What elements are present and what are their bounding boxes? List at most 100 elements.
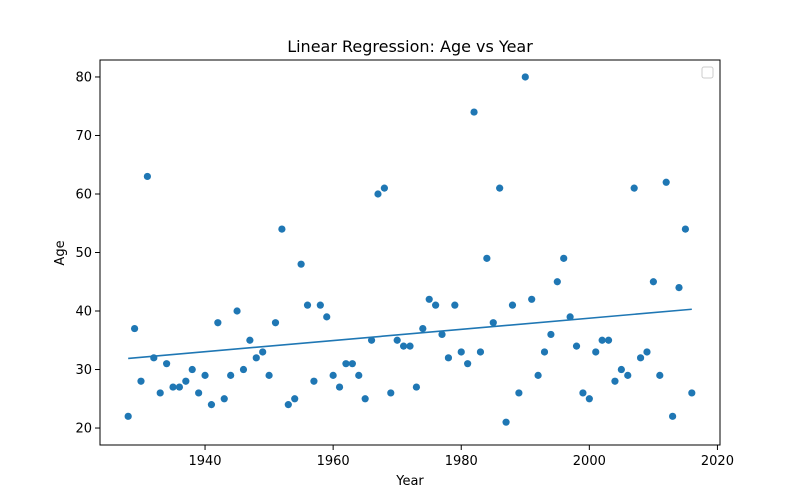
data-point bbox=[233, 307, 241, 315]
regression-line bbox=[128, 308, 692, 360]
data-point bbox=[195, 389, 203, 397]
data-point bbox=[252, 354, 260, 362]
data-point bbox=[534, 371, 542, 379]
data-point bbox=[636, 354, 645, 362]
y-tick-label: 80 bbox=[75, 70, 92, 85]
data-point bbox=[662, 178, 670, 186]
x-axis-label: Year bbox=[395, 474, 424, 489]
data-point bbox=[374, 190, 382, 198]
data-point bbox=[540, 348, 549, 356]
data-point bbox=[521, 73, 529, 81]
data-point bbox=[643, 348, 651, 356]
x-tick-label: 1980 bbox=[445, 454, 478, 469]
data-point bbox=[297, 260, 305, 268]
data-point bbox=[259, 348, 267, 356]
data-point bbox=[547, 330, 555, 339]
data-point bbox=[329, 371, 337, 379]
data-point bbox=[470, 108, 478, 116]
data-point bbox=[399, 342, 408, 350]
data-point bbox=[528, 295, 536, 303]
data-point bbox=[438, 330, 446, 339]
data-point bbox=[611, 377, 619, 385]
data-point bbox=[572, 342, 581, 350]
data-point bbox=[502, 418, 510, 426]
data-point bbox=[323, 313, 331, 321]
data-point bbox=[156, 389, 164, 397]
data-point bbox=[169, 383, 177, 391]
y-tick-label: 60 bbox=[75, 187, 92, 202]
data-point bbox=[214, 319, 222, 327]
data-point bbox=[496, 184, 504, 192]
axes-frame bbox=[99, 59, 721, 446]
data-point bbox=[406, 342, 414, 350]
data-point bbox=[624, 371, 632, 379]
data-point bbox=[681, 225, 690, 233]
data-point bbox=[271, 319, 280, 327]
data-point bbox=[137, 377, 145, 385]
data-point bbox=[630, 184, 638, 192]
data-point bbox=[483, 254, 491, 262]
data-point bbox=[604, 336, 613, 344]
data-point bbox=[688, 389, 696, 397]
data-point bbox=[675, 284, 683, 292]
y-tick-label: 20 bbox=[75, 422, 92, 437]
x-tick-label: 1960 bbox=[317, 454, 350, 469]
y-tick-label: 70 bbox=[75, 129, 92, 144]
data-point bbox=[291, 395, 299, 403]
data-point bbox=[508, 301, 517, 309]
data-point bbox=[598, 336, 606, 344]
data-point bbox=[367, 336, 376, 344]
data-point bbox=[457, 348, 465, 356]
data-point bbox=[227, 371, 235, 379]
data-point bbox=[387, 389, 395, 397]
data-point bbox=[355, 371, 363, 379]
data-point bbox=[560, 254, 568, 262]
x-tick-label: 1940 bbox=[188, 454, 221, 469]
data-point bbox=[476, 348, 485, 356]
data-point bbox=[278, 225, 286, 233]
data-point bbox=[188, 365, 196, 374]
legend-box bbox=[701, 66, 714, 79]
data-point bbox=[284, 401, 292, 409]
data-point bbox=[515, 389, 523, 397]
data-point bbox=[124, 412, 132, 420]
data-point bbox=[207, 401, 216, 409]
data-point bbox=[220, 395, 228, 403]
data-point bbox=[246, 336, 254, 344]
data-point bbox=[444, 354, 453, 362]
data-point bbox=[432, 301, 440, 309]
data-point bbox=[617, 365, 625, 374]
data-point bbox=[579, 389, 587, 397]
data-point bbox=[425, 295, 433, 303]
x-tick-label: 2000 bbox=[573, 454, 606, 469]
data-point bbox=[303, 301, 312, 309]
y-tick-label: 30 bbox=[75, 363, 92, 378]
data-point bbox=[566, 313, 574, 321]
data-point bbox=[553, 278, 561, 286]
data-point bbox=[451, 301, 459, 309]
data-point bbox=[265, 371, 273, 379]
chart-title: Linear Regression: Age vs Year bbox=[287, 37, 533, 56]
data-point bbox=[649, 278, 657, 286]
data-point bbox=[592, 348, 600, 356]
x-tick-label: 2020 bbox=[701, 454, 734, 469]
data-point bbox=[201, 371, 209, 379]
data-point bbox=[585, 395, 593, 403]
data-point bbox=[348, 360, 356, 368]
data-point bbox=[175, 383, 184, 391]
data-point bbox=[163, 360, 171, 368]
data-point bbox=[143, 172, 151, 181]
data-point bbox=[489, 319, 497, 327]
y-axis-label: Age bbox=[53, 240, 68, 265]
data-point bbox=[393, 336, 401, 344]
data-point bbox=[656, 371, 664, 379]
data-point bbox=[130, 324, 139, 333]
data-point bbox=[361, 395, 369, 403]
y-tick-label: 40 bbox=[75, 305, 92, 320]
data-point bbox=[342, 360, 350, 368]
data-point bbox=[182, 377, 190, 385]
data-point bbox=[310, 377, 318, 385]
